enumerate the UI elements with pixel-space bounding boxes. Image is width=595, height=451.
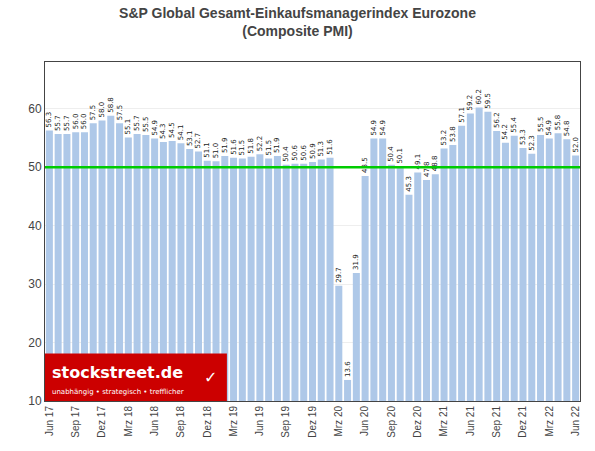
svg-text:51.0: 51.0 xyxy=(212,143,220,159)
svg-text:48.5: 48.5 xyxy=(361,157,369,173)
svg-text:53.8: 53.8 xyxy=(449,126,457,142)
svg-text:59.5: 59.5 xyxy=(484,93,492,109)
svg-text:Mrz 18: Mrz 18 xyxy=(123,406,134,437)
svg-text:Mrz 19: Mrz 19 xyxy=(228,406,239,437)
svg-text:45.3: 45.3 xyxy=(405,176,413,192)
svg-text:47.8: 47.8 xyxy=(423,161,431,177)
svg-text:55.8: 55.8 xyxy=(554,115,562,131)
svg-text:51.3: 51.3 xyxy=(317,141,325,157)
svg-text:51.5: 51.5 xyxy=(265,140,273,156)
svg-text:50.4: 50.4 xyxy=(282,146,290,162)
svg-text:51.6: 51.6 xyxy=(230,139,238,155)
svg-text:13.6: 13.6 xyxy=(344,361,352,377)
svg-text:Jun 21: Jun 21 xyxy=(465,406,476,436)
svg-text:Dez 21: Dez 21 xyxy=(517,406,528,438)
svg-text:55.5: 55.5 xyxy=(537,116,545,132)
svg-text:50.1: 50.1 xyxy=(396,148,404,164)
svg-text:55.1: 55.1 xyxy=(124,119,132,135)
svg-text:Dez 18: Dez 18 xyxy=(202,406,213,438)
svg-text:29.7: 29.7 xyxy=(335,267,343,283)
svg-text:Dez 17: Dez 17 xyxy=(96,406,107,438)
svg-text:10: 10 xyxy=(28,394,42,408)
svg-text:55.7: 55.7 xyxy=(54,115,62,131)
svg-text:55.5: 55.5 xyxy=(142,116,150,132)
svg-text:55.4: 55.4 xyxy=(510,117,518,133)
svg-text:Sep 17: Sep 17 xyxy=(70,406,81,438)
svg-text:✓: ✓ xyxy=(204,368,217,387)
svg-text:54.1: 54.1 xyxy=(177,125,185,141)
svg-text:Mrz 22: Mrz 22 xyxy=(544,406,555,437)
svg-text:50.6: 50.6 xyxy=(300,145,308,161)
svg-text:Sep 18: Sep 18 xyxy=(175,406,186,438)
svg-text:unabhängig • strategisch • tre: unabhängig • strategisch • trefflicher xyxy=(52,388,184,396)
svg-text:54.9: 54.9 xyxy=(545,120,553,136)
svg-text:56.3: 56.3 xyxy=(45,112,53,128)
svg-text:Mrz 20: Mrz 20 xyxy=(333,406,344,437)
svg-text:52.3: 52.3 xyxy=(528,135,536,151)
svg-text:Mrz 21: Mrz 21 xyxy=(438,406,449,437)
svg-text:30: 30 xyxy=(28,277,42,291)
svg-text:54.3: 54.3 xyxy=(159,123,167,139)
svg-text:55.7: 55.7 xyxy=(63,115,71,131)
svg-text:53.1: 53.1 xyxy=(186,130,194,146)
svg-text:Sep 19: Sep 19 xyxy=(280,406,291,438)
svg-text:54.2: 54.2 xyxy=(501,124,509,140)
svg-text:51.9: 51.9 xyxy=(273,138,281,154)
svg-text:52.2: 52.2 xyxy=(256,136,264,152)
svg-text:Jun 20: Jun 20 xyxy=(359,406,370,436)
svg-text:40: 40 xyxy=(28,219,42,233)
svg-text:57.5: 57.5 xyxy=(89,105,97,121)
svg-text:20: 20 xyxy=(28,336,42,350)
svg-text:60: 60 xyxy=(28,102,42,116)
svg-text:52.0: 52.0 xyxy=(572,137,580,153)
svg-text:58.0: 58.0 xyxy=(98,102,106,118)
svg-text:49.1: 49.1 xyxy=(414,154,422,170)
svg-text:Jun 22: Jun 22 xyxy=(570,406,581,436)
svg-text:Sep 21: Sep 21 xyxy=(491,406,502,438)
svg-text:56.2: 56.2 xyxy=(493,112,501,128)
svg-text:54.9: 54.9 xyxy=(379,120,387,136)
svg-text:54.9: 54.9 xyxy=(370,120,378,136)
svg-text:51.8: 51.8 xyxy=(247,138,255,154)
svg-text:59.2: 59.2 xyxy=(466,95,474,111)
svg-text:57.5: 57.5 xyxy=(116,105,124,121)
svg-text:54.5: 54.5 xyxy=(168,122,176,138)
svg-text:Dez 19: Dez 19 xyxy=(307,406,318,438)
svg-text:54.8: 54.8 xyxy=(563,121,571,137)
svg-text:S&P Global Gesamt-Einkaufsmana: S&P Global Gesamt-Einkaufsmanagerindex E… xyxy=(119,5,476,39)
svg-text:55.7: 55.7 xyxy=(133,115,141,131)
svg-text:stockstreet.de: stockstreet.de xyxy=(52,363,183,382)
svg-text:53.3: 53.3 xyxy=(519,129,527,145)
svg-text:50.4: 50.4 xyxy=(387,146,395,162)
svg-text:54.9: 54.9 xyxy=(151,120,159,136)
svg-text:31.9: 31.9 xyxy=(352,254,360,270)
svg-text:57.1: 57.1 xyxy=(458,107,466,123)
svg-text:53.2: 53.2 xyxy=(440,130,448,146)
svg-text:51.1: 51.1 xyxy=(203,142,211,158)
svg-text:58.8: 58.8 xyxy=(107,97,115,113)
svg-text:Jun 19: Jun 19 xyxy=(254,406,265,436)
svg-text:51.5: 51.5 xyxy=(238,140,246,156)
svg-text:51.9: 51.9 xyxy=(221,138,229,154)
svg-text:Jun 17: Jun 17 xyxy=(44,406,55,436)
svg-text:50.9: 50.9 xyxy=(309,143,317,159)
svg-text:56.0: 56.0 xyxy=(80,114,88,130)
svg-text:50: 50 xyxy=(28,160,42,174)
svg-text:Dez 20: Dez 20 xyxy=(412,406,423,438)
svg-text:52.7: 52.7 xyxy=(194,133,202,149)
svg-text:60.2: 60.2 xyxy=(475,89,483,105)
svg-text:51.6: 51.6 xyxy=(326,139,334,155)
svg-text:56.0: 56.0 xyxy=(72,114,80,130)
svg-text:Sep 20: Sep 20 xyxy=(386,406,397,438)
svg-text:Jun 18: Jun 18 xyxy=(149,406,160,436)
svg-text:50.6: 50.6 xyxy=(291,145,299,161)
svg-text:48.8: 48.8 xyxy=(431,156,439,172)
